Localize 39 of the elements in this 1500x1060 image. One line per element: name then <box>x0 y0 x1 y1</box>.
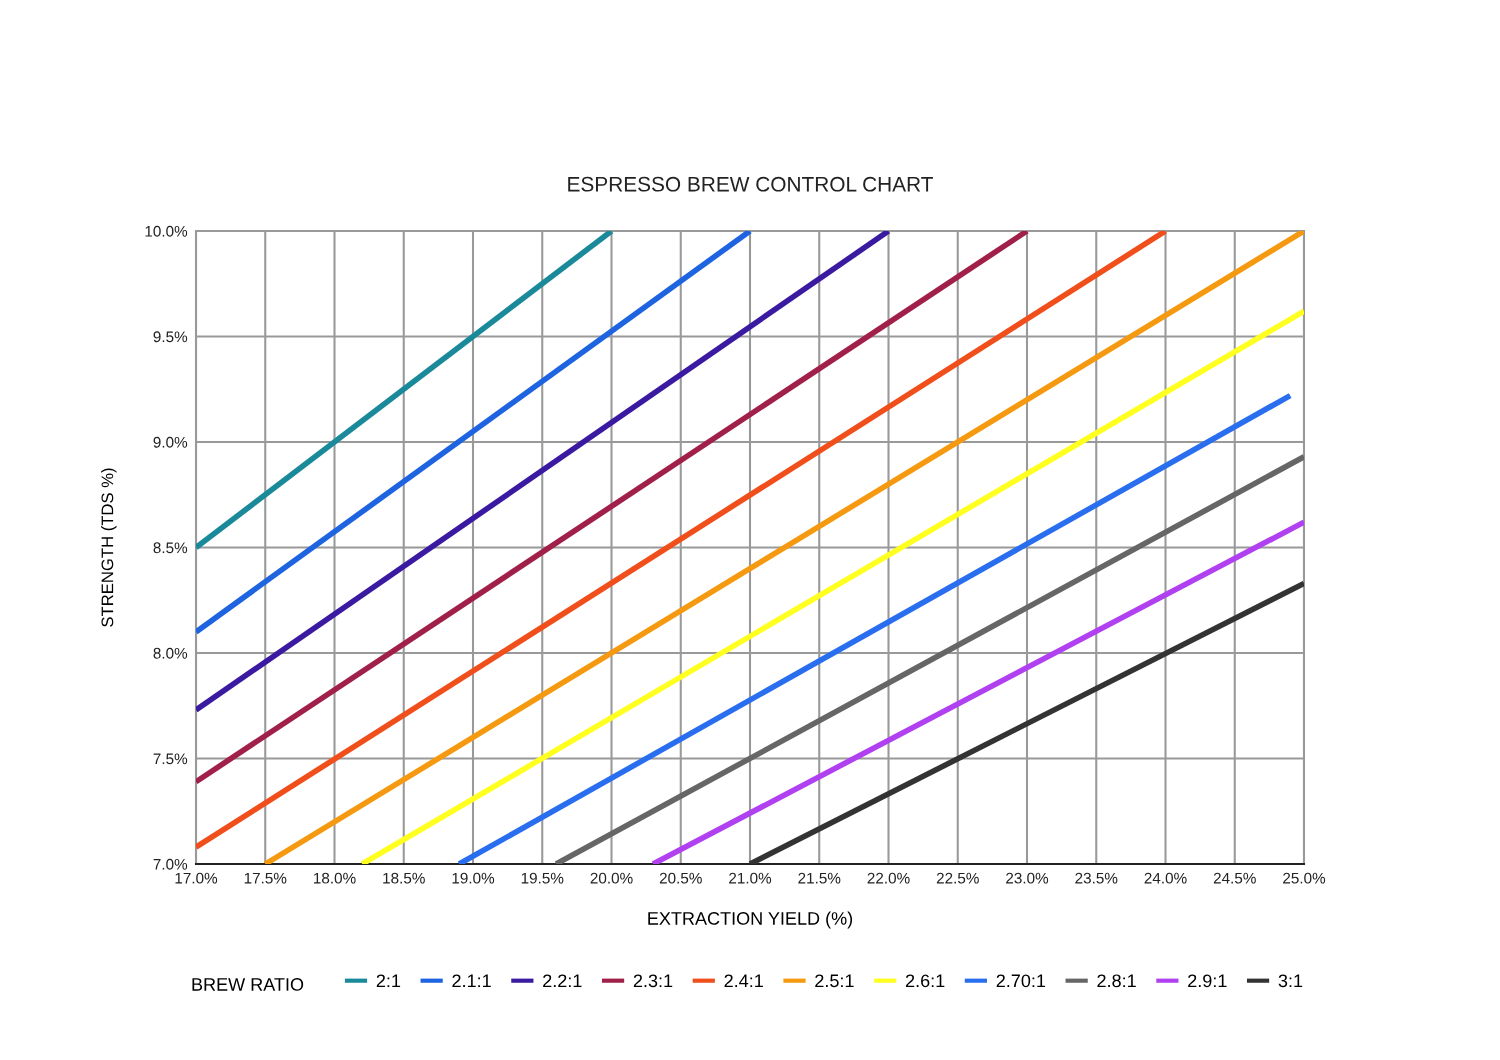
legend-label: 2.2:1 <box>543 974 582 987</box>
y-tick-label: 8.0% <box>153 647 188 659</box>
x-tick-label: 18.5% <box>383 872 425 884</box>
y-tick-label: 7.5% <box>153 753 188 765</box>
legend-label: 2.5:1 <box>815 974 854 988</box>
y-axis-title: STRENGTH (TDS %) <box>101 468 117 627</box>
x-tick-label: 25.0% <box>1283 872 1326 884</box>
chart-title: ESPRESSO BREW CONTROL CHART <box>568 176 933 192</box>
y-tick-label: 10.0% <box>145 225 188 237</box>
x-tick-label: 17.0% <box>175 872 218 884</box>
y-tick-label: 9.5% <box>153 331 188 343</box>
x-tick-label: 17.5% <box>244 872 287 884</box>
y-tick-label: 7.0% <box>153 858 188 870</box>
x-tick-label: 20.0% <box>590 872 633 884</box>
legend-label: 2.8:1 <box>1097 974 1136 988</box>
legend-label: 2:1 <box>376 974 401 987</box>
x-axis-title: EXTRACTION YIELD (%) <box>648 911 853 929</box>
legend-label: 2.70:1 <box>996 974 1046 988</box>
legend-label: 3:1 <box>1278 974 1303 988</box>
legend-label: 2.4:1 <box>724 974 763 987</box>
x-tick-label: 18.0% <box>314 872 356 884</box>
legend-label: 2.1:1 <box>452 974 491 987</box>
y-tick-label: 9.0% <box>153 436 188 448</box>
legend-label: 2.9:1 <box>1188 974 1227 988</box>
legend-label: 2.3:1 <box>633 974 673 988</box>
x-tick-label: 22.5% <box>936 872 979 884</box>
y-tick-label: 8.5% <box>153 542 188 554</box>
legend-title: BREW RATIO <box>192 978 304 991</box>
x-tick-label: 19.5% <box>521 872 564 884</box>
x-tick-label: 21.0% <box>729 872 772 884</box>
x-tick-label: 22.0% <box>867 872 910 884</box>
x-tick-label: 20.5% <box>659 872 702 884</box>
x-tick-label: 23.0% <box>1006 872 1049 884</box>
x-tick-label: 21.5% <box>798 872 841 884</box>
x-tick-label: 19.0% <box>452 872 495 884</box>
x-tick-label: 24.0% <box>1144 872 1187 884</box>
legend-label: 2.6:1 <box>905 974 945 988</box>
x-tick-label: 24.5% <box>1213 872 1256 884</box>
x-tick-label: 23.5% <box>1075 872 1118 884</box>
